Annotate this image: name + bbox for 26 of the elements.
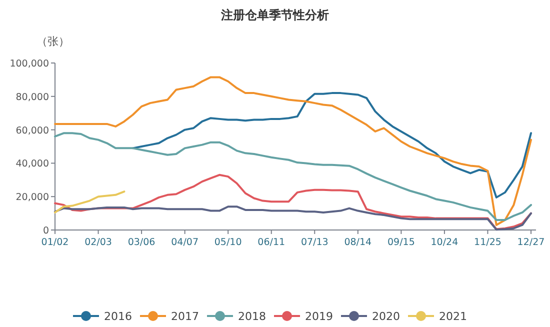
y-tick-label: 100,000 — [10, 58, 49, 70]
y-tick-label: 0 — [42, 226, 49, 236]
x-tick-label: 01/02 — [41, 237, 69, 248]
x-tick-label: 10/24 — [430, 237, 458, 248]
x-tick-label: 08/14 — [344, 237, 372, 248]
x-tick-label: 06/11 — [258, 237, 286, 248]
x-tick-label: 09/15 — [387, 237, 415, 248]
x-tick-label: 12/27 — [517, 237, 545, 248]
legend-label: 2017 — [171, 310, 199, 323]
x-tick-label: 03/06 — [128, 237, 156, 248]
x-tick-label: 11/25 — [474, 237, 502, 248]
legend-label: 2018 — [238, 310, 266, 323]
y-tick-label: 20,000 — [16, 192, 49, 204]
x-tick-label: 05/10 — [214, 237, 242, 248]
y-tick-label: 40,000 — [16, 158, 49, 170]
legend-label: 2021 — [439, 310, 467, 323]
y-axis-title: （张） — [36, 35, 70, 48]
x-tick-label: 04/07 — [171, 237, 199, 248]
legend-label: 2016 — [104, 310, 132, 323]
chart-title: 注册仓单季节性分析 — [220, 8, 329, 22]
y-tick-label: 80,000 — [16, 92, 49, 103]
y-tick-label: 60,000 — [16, 125, 49, 136]
x-tick-label: 07/13 — [300, 237, 328, 248]
legend-label: 2020 — [372, 310, 400, 323]
legend-label: 2019 — [305, 310, 333, 323]
x-tick-label: 02/03 — [84, 237, 112, 248]
